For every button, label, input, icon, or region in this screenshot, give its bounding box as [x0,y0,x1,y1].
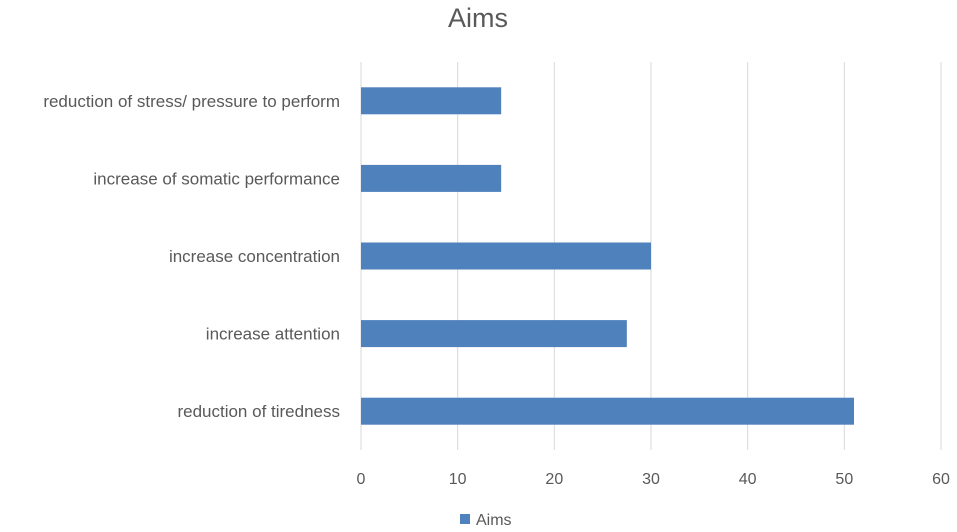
bar-4 [361,397,854,425]
category-labels: reduction of stress/ pressure to perform… [43,92,340,421]
bar-1 [361,164,502,192]
legend: Aims [460,512,512,529]
category-label-1: increase of somatic performance [93,169,340,188]
category-label-4: reduction of tiredness [177,402,340,421]
bar-0 [361,87,502,115]
x-tick-label-20: 20 [545,471,563,488]
category-label-3: increase attention [206,325,340,344]
category-label-2: increase concentration [169,247,340,266]
chart-title: Aims [448,3,508,33]
bar-2 [361,242,651,270]
legend-label-aims: Aims [476,512,512,529]
x-tick-label-10: 10 [449,471,467,488]
x-tick-labels: 0 10 20 30 40 50 60 [357,471,950,488]
x-tick-label-30: 30 [642,471,660,488]
x-tick-label-60: 60 [932,471,950,488]
x-tick-label-40: 40 [739,471,757,488]
bar-3 [361,320,627,348]
x-tick-label-50: 50 [835,471,853,488]
legend-swatch-aims [460,514,470,524]
x-tick-label-0: 0 [357,471,366,488]
bars [361,87,854,425]
category-label-0: reduction of stress/ pressure to perform [43,92,340,111]
